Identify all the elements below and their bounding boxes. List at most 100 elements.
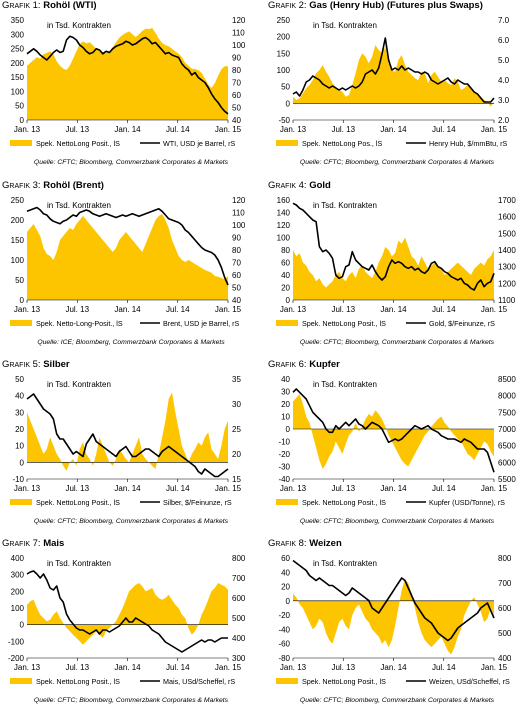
line-series-price [26, 206, 229, 286]
area-series-netto-long [27, 28, 228, 120]
y-left-tick-label: 50 [15, 102, 24, 111]
y-left-tick-label: 250 [11, 196, 25, 205]
x-tick-label: Jul. 13 [65, 305, 89, 314]
y-left-tick-label: 40 [281, 271, 290, 280]
line-series-price [292, 202, 495, 291]
y-left-tick-label: -40 [278, 625, 290, 634]
y-right-tick-label: 30 [232, 400, 241, 409]
chart-panel-7: Grafik 7: Mais -200 -100 0 100 200 300 400 300 4… [0, 538, 262, 716]
x-tick-label: Jan. 13 [280, 305, 307, 314]
chart-title: Grafik 8: Weizen [268, 538, 342, 549]
legend-label-area: Spek. NettoLong Posit., lS [36, 677, 120, 686]
y-right-tick-label: 700 [232, 574, 246, 583]
y-left-tick-label: 100 [11, 256, 25, 265]
y-right-tick-label: 35 [232, 375, 241, 384]
chart-title: Grafik 2: Gas (Henry Hub) (Futures plus … [268, 0, 483, 11]
y-left-tick-label: 40 [281, 568, 290, 577]
y-left-tick-label: -50 [278, 116, 290, 125]
chart-name: Weizen [309, 538, 342, 549]
y-left-tick-label: -100 [8, 637, 25, 646]
x-tick-label: Jan. 13 [14, 305, 41, 314]
y-left-tick-label: 50 [15, 375, 24, 384]
y-right-tick-label: 6500 [498, 442, 516, 451]
legend-swatch-area [276, 320, 298, 326]
x-tick-label: Jan. 13 [14, 125, 41, 134]
y-right-tick-label: 120 [232, 16, 246, 25]
chart-title: Grafik 4: Gold [268, 180, 331, 191]
y-left-tick-label: 10 [15, 442, 24, 451]
x-tick-label: Jul. 14 [432, 305, 456, 314]
y-left-tick-label: 20 [281, 400, 290, 409]
chart-svg: -200 -100 0 100 200 300 400 300 400 500 600 700 800 J… [8, 554, 246, 686]
x-tick-label: Jul. 14 [166, 663, 190, 672]
y-left-tick-label: 20 [281, 583, 290, 592]
area-series-netto-long [293, 579, 494, 655]
chart-annotation: in Tsd. Kontrakten [313, 201, 377, 210]
y-right-tick-label: 1400 [498, 246, 516, 255]
chart-name: Rohöl (Brent) [43, 180, 104, 191]
chart-title: Grafik 3: Rohöl (Brent) [2, 180, 104, 191]
legend-label-line: WTI, USD je Barrel, rS [163, 139, 235, 148]
chart-number: Grafik 2: [268, 0, 307, 11]
y-left-tick-label: 40 [281, 375, 290, 384]
chart-name: Silber [43, 359, 70, 370]
y-left-tick-label: 0 [286, 425, 291, 434]
y-left-tick-label: 0 [20, 621, 25, 630]
y-right-tick-label: 80 [232, 246, 241, 255]
y-right-tick-label: 40 [232, 116, 241, 125]
y-right-tick-label: 80 [232, 66, 241, 75]
legend-label-line: Brent, USD je Barrel, rS [163, 319, 239, 328]
x-tick-label: Jan. 15 [481, 484, 508, 493]
legend-label-line: Kupfer (USD/Tonne), rS [429, 498, 505, 507]
y-left-tick-label: 140 [277, 209, 291, 218]
y-left-tick-label: 30 [15, 408, 24, 417]
y-right-tick-label: 800 [498, 554, 512, 563]
y-left-tick-label: 40 [15, 392, 24, 401]
chart-panel-8: Grafik 8: Weizen -80 -60 -40 -20 0 20 40 60 400 5… [266, 538, 528, 716]
x-tick-label: Jan. 14 [380, 305, 407, 314]
area-series-netto-long [27, 392, 228, 471]
legend-label-area: Spek. NettoLong Posit., lS [36, 498, 120, 507]
chart-number: Grafik 6: [268, 359, 307, 370]
y-right-tick-label: 8500 [498, 375, 516, 384]
chart-source: Quelle: CFTC; Bloomberg, Commerzbank Cor… [299, 159, 495, 166]
chart-name: Kupfer [309, 359, 340, 370]
x-tick-label: Jan. 13 [280, 663, 307, 672]
y-right-tick-label: 1100 [498, 296, 516, 305]
y-left-tick-label: 150 [11, 236, 25, 245]
x-tick-label: Jan. 13 [14, 663, 41, 672]
chart-panel-4: Grafik 4: Gold 0 20 40 60 80 100 120 140 160 1100… [266, 180, 528, 358]
y-left-tick-label: 10 [281, 413, 290, 422]
y-left-tick-label: 160 [277, 196, 291, 205]
legend-swatch-area [276, 678, 298, 684]
y-right-tick-label: 6000 [498, 458, 516, 467]
chart-source: Quelle: ICE; Bloomberg, Commerzbank Corp… [37, 339, 225, 346]
legend-swatch-area [10, 499, 32, 505]
chart-annotation: in Tsd. Kontrakten [47, 21, 111, 30]
y-left-tick-label: 200 [11, 587, 25, 596]
y-right-tick-label: 50 [232, 104, 241, 113]
y-right-tick-label: 100 [232, 41, 246, 50]
chart-annotation: in Tsd. Kontrakten [313, 559, 377, 568]
x-tick-label: Jul. 13 [331, 484, 355, 493]
y-right-tick-label: 8000 [498, 392, 516, 401]
line-series-price [26, 393, 229, 478]
x-tick-label: Jan. 14 [114, 125, 141, 134]
y-left-tick-label: 80 [281, 246, 290, 255]
y-left-tick-label: -60 [278, 640, 290, 649]
y-left-tick-label: 100 [11, 87, 25, 96]
legend-label-line: Mais, USd/Scheffel, rS [163, 677, 235, 686]
chart-title: Grafik 5: Silber [2, 359, 70, 370]
x-tick-label: Jul. 14 [166, 305, 190, 314]
y-left-tick-label: 200 [11, 59, 25, 68]
y-right-tick-label: 70 [232, 79, 241, 88]
y-left-tick-label: 60 [281, 554, 290, 563]
y-right-tick-label: 1200 [498, 279, 516, 288]
legend-label-line: Henry Hub, $/mmBtu, rS [429, 139, 507, 148]
x-tick-label: Jul. 13 [65, 663, 89, 672]
chart-source: Quelle: CFTC; Bloomberg, Commerzbank Cor… [299, 339, 495, 346]
area-series-netto-long [27, 583, 228, 645]
y-left-tick-label: 0 [20, 458, 25, 467]
y-left-tick-label: 300 [11, 571, 25, 580]
chart-panel-6: Grafik 6: Kupfer -40 -30 -20 -10 0 10 20 30 40 55… [266, 359, 528, 537]
